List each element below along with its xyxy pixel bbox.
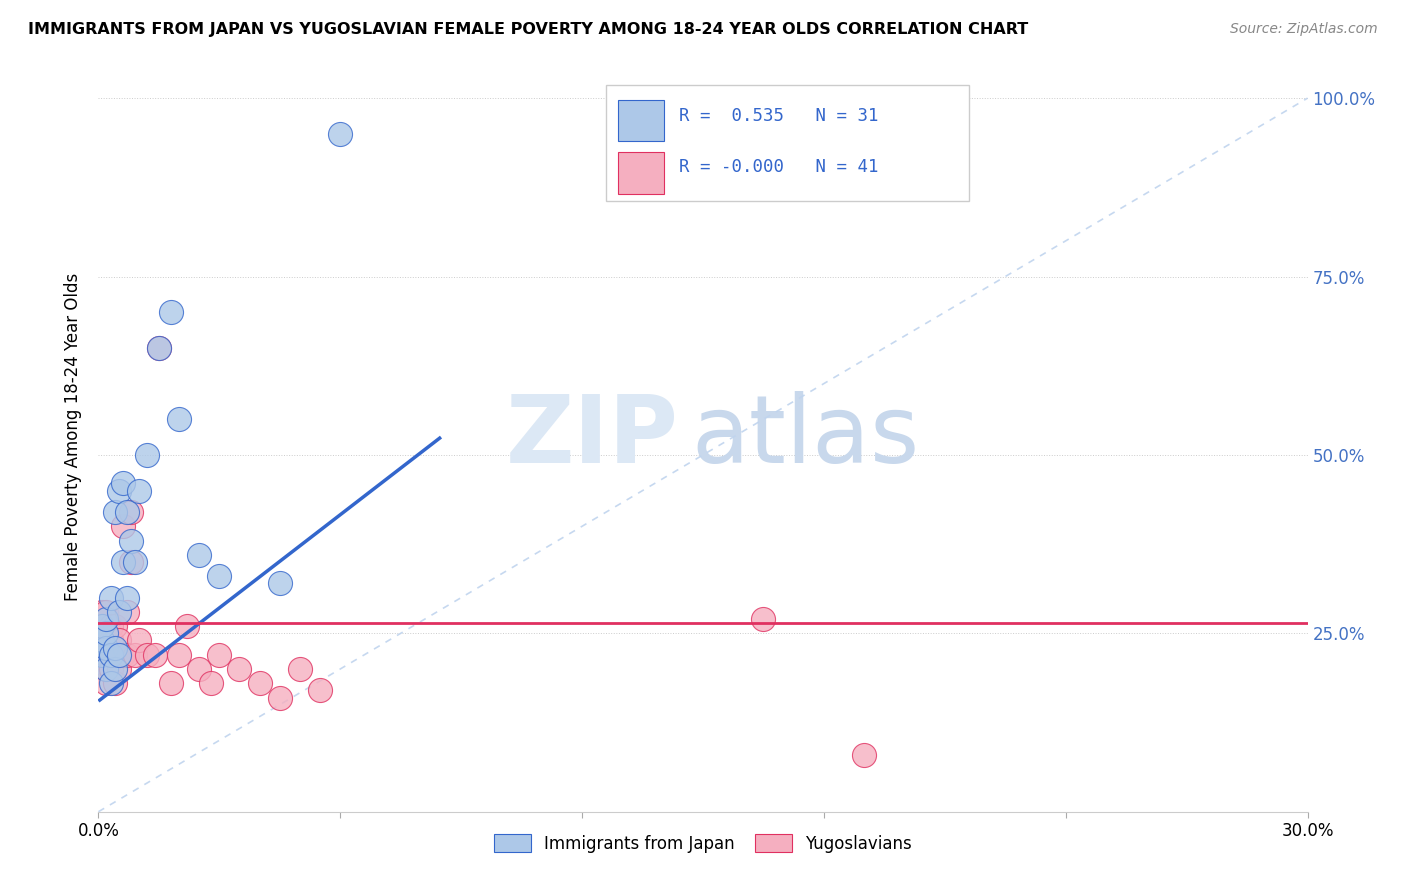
Point: [100, 662, 122, 676]
Point: [103, 648, 125, 662]
Point: [96, 648, 118, 662]
Point: [96, 662, 118, 676]
Point: [188, 662, 211, 676]
Point: [103, 505, 125, 519]
Point: [228, 662, 250, 676]
Point: [107, 605, 129, 619]
Point: [115, 605, 138, 619]
Point: [115, 648, 138, 662]
Point: [103, 640, 125, 655]
Point: [111, 476, 134, 491]
Text: Source: ZipAtlas.com: Source: ZipAtlas.com: [1230, 22, 1378, 37]
Point: [200, 676, 222, 690]
Point: [160, 676, 183, 690]
Point: [91, 619, 114, 633]
Y-axis label: Female Poverty Among 18-24 Year Olds: Female Poverty Among 18-24 Year Olds: [65, 273, 83, 601]
Point: [107, 648, 129, 662]
Point: [188, 548, 211, 562]
Text: ZIP: ZIP: [506, 391, 679, 483]
Point: [96, 626, 118, 640]
Bar: [619, 100, 664, 141]
Point: [329, 127, 352, 141]
FancyBboxPatch shape: [606, 85, 969, 201]
Point: [269, 576, 291, 591]
Point: [100, 633, 122, 648]
Point: [853, 747, 876, 762]
Point: [96, 676, 118, 690]
Point: [208, 569, 231, 583]
Point: [111, 648, 134, 662]
Point: [124, 555, 146, 569]
Point: [103, 619, 125, 633]
Point: [120, 555, 142, 569]
Point: [96, 640, 118, 655]
Point: [167, 648, 190, 662]
Point: [91, 633, 114, 648]
Point: [288, 662, 311, 676]
Legend: Immigrants from Japan, Yugoslavians: Immigrants from Japan, Yugoslavians: [488, 828, 918, 860]
Point: [128, 633, 150, 648]
Point: [96, 612, 118, 626]
Point: [107, 662, 129, 676]
Point: [176, 619, 198, 633]
Point: [120, 505, 142, 519]
Point: [115, 591, 138, 605]
Point: [111, 519, 134, 533]
Point: [96, 662, 118, 676]
Point: [143, 648, 166, 662]
Text: atlas: atlas: [690, 391, 920, 483]
Point: [148, 341, 170, 355]
Point: [103, 676, 125, 690]
Point: [103, 662, 125, 676]
Point: [111, 555, 134, 569]
Point: [91, 605, 114, 619]
Point: [107, 648, 129, 662]
Point: [91, 648, 114, 662]
Point: [124, 648, 146, 662]
Point: [100, 591, 122, 605]
Point: [91, 619, 114, 633]
Point: [148, 341, 170, 355]
Point: [100, 676, 122, 690]
Text: R =  0.535   N = 31: R = 0.535 N = 31: [679, 107, 879, 126]
Point: [135, 648, 157, 662]
Point: [91, 633, 114, 648]
Point: [309, 683, 332, 698]
Point: [135, 448, 157, 462]
Point: [115, 505, 138, 519]
Point: [269, 690, 291, 705]
Point: [107, 633, 129, 648]
Point: [107, 483, 129, 498]
Point: [96, 605, 118, 619]
Bar: [619, 153, 664, 194]
Point: [249, 676, 271, 690]
Point: [752, 612, 775, 626]
Point: [100, 619, 122, 633]
Text: IMMIGRANTS FROM JAPAN VS YUGOSLAVIAN FEMALE POVERTY AMONG 18-24 YEAR OLDS CORREL: IMMIGRANTS FROM JAPAN VS YUGOSLAVIAN FEM…: [28, 22, 1028, 37]
Text: R = -0.000   N = 41: R = -0.000 N = 41: [679, 159, 879, 177]
Point: [208, 648, 231, 662]
Point: [120, 533, 142, 548]
Point: [91, 648, 114, 662]
Point: [128, 483, 150, 498]
Point: [160, 305, 183, 319]
Point: [167, 412, 190, 426]
Point: [100, 648, 122, 662]
